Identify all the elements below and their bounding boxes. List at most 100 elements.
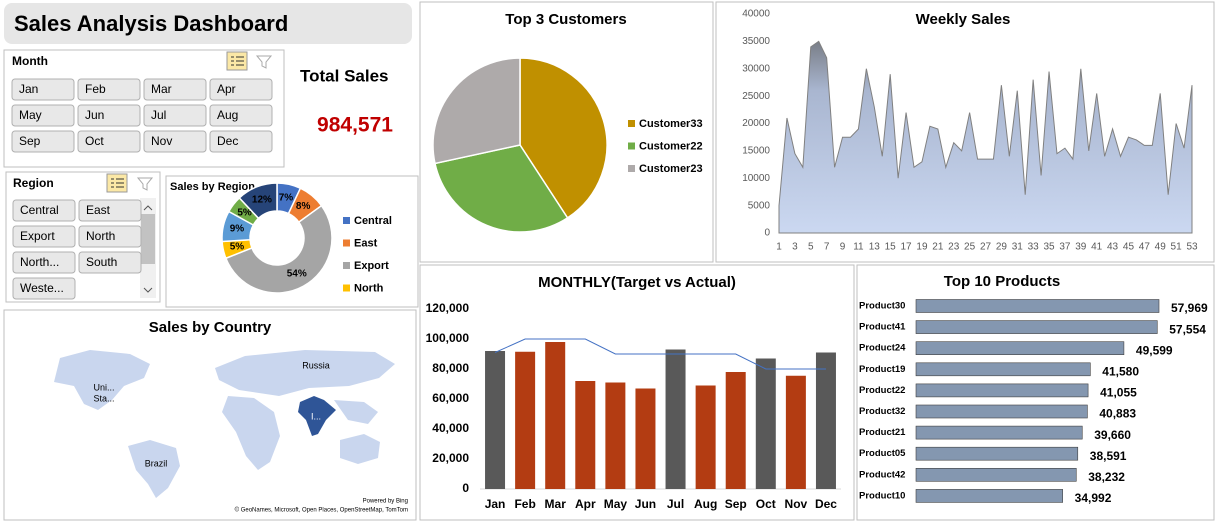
data-label: 57,554	[1169, 322, 1206, 336]
slicer-item[interactable]: Nov	[151, 134, 172, 148]
legend-label: Customer23	[639, 163, 703, 175]
dashboard-title: Sales Analysis Dashboard	[14, 11, 288, 36]
y-tick-label: 60,000	[432, 391, 469, 405]
y-tick-label: 5000	[748, 200, 771, 211]
data-label: 5%	[230, 242, 245, 253]
slicer-button[interactable]	[11, 104, 75, 127]
x-tick-label: 45	[1123, 242, 1135, 253]
x-tick-label: Feb	[514, 497, 535, 511]
slicer-button[interactable]	[11, 130, 75, 153]
map-label: I...	[311, 411, 321, 421]
data-label: 57,969	[1171, 301, 1208, 315]
slice	[238, 182, 278, 220]
slice	[224, 204, 333, 294]
slicer-item[interactable]: Sep	[19, 134, 41, 148]
slice	[434, 144, 569, 233]
category-label: Product30	[859, 301, 905, 312]
x-tick-label: 19	[916, 242, 928, 253]
data-label: 8%	[296, 201, 311, 212]
x-tick-label: 13	[869, 242, 881, 253]
bar	[755, 358, 776, 489]
bar	[915, 489, 1063, 503]
x-tick-label: 31	[1012, 242, 1024, 253]
slicer-button[interactable]	[12, 225, 76, 248]
clear-filter-icon[interactable]	[255, 55, 273, 69]
slicer-button[interactable]	[143, 130, 207, 153]
slicer-item[interactable]: Jul	[151, 108, 166, 122]
slicer-button[interactable]	[78, 251, 142, 274]
slicer-item[interactable]: Apr	[217, 82, 236, 96]
category-label: Product19	[859, 364, 905, 375]
y-tick-label: 10000	[742, 173, 770, 184]
data-label: 34,992	[1075, 491, 1112, 505]
map-credit: © GeoNames, Microsoft, Open Places, Open…	[235, 507, 408, 514]
data-label: 7%	[279, 193, 294, 204]
x-tick-label: 7	[824, 242, 830, 253]
x-tick-label: Jul	[667, 497, 684, 511]
slicer-button[interactable]	[11, 78, 75, 101]
slicer-button[interactable]	[12, 251, 76, 274]
slicer-item[interactable]: Oct	[85, 134, 104, 148]
slicer-title: Month	[12, 54, 48, 68]
slicer-item[interactable]: South	[86, 255, 117, 269]
slicer-item[interactable]: North...	[20, 255, 59, 269]
slicer-button[interactable]	[77, 130, 141, 153]
x-tick-label: Nov	[785, 497, 808, 511]
y-tick-label: 35000	[742, 36, 770, 47]
scroll-thumb[interactable]	[141, 214, 155, 264]
category-label: Product32	[859, 406, 905, 417]
slicer-item[interactable]: East	[86, 203, 111, 217]
data-label: 40,883	[1099, 407, 1136, 421]
map-title: Sales by Country	[149, 319, 272, 336]
bar	[485, 351, 506, 489]
slicer-item[interactable]: Export	[20, 229, 55, 243]
kpi-label: Total Sales	[300, 66, 389, 85]
slicer-button[interactable]	[209, 78, 273, 101]
category-label: Product10	[859, 490, 905, 501]
x-tick-label: 39	[1075, 242, 1087, 253]
slicer-button[interactable]	[143, 104, 207, 127]
slicer-item[interactable]: Dec	[217, 134, 238, 148]
x-tick-label: Dec	[815, 497, 837, 511]
slicer-button[interactable]	[209, 130, 273, 153]
x-tick-label: 23	[948, 242, 960, 253]
slicer-button[interactable]	[77, 78, 141, 101]
slicer-item[interactable]: Jun	[85, 108, 104, 122]
x-tick-label: 15	[885, 242, 897, 253]
x-tick-label: 25	[964, 242, 976, 253]
slicer-button[interactable]	[77, 104, 141, 127]
x-tick-label: 11	[853, 242, 864, 253]
y-tick-label: 15000	[742, 146, 770, 157]
x-tick-label: Jun	[635, 497, 656, 511]
x-tick-label: 37	[1059, 242, 1071, 253]
slicer-item[interactable]: Aug	[217, 108, 238, 122]
category-label: Product24	[859, 343, 906, 354]
slicer-item[interactable]: May	[19, 108, 42, 122]
slicer-button[interactable]	[12, 277, 76, 300]
slicer-item[interactable]: North	[86, 229, 115, 243]
slicer-item[interactable]: Mar	[151, 82, 172, 96]
slicer-button[interactable]	[78, 199, 142, 222]
slicer-item[interactable]: Central	[20, 203, 59, 217]
x-tick-label: 53	[1186, 242, 1198, 253]
y-tick-label: 80,000	[432, 361, 469, 375]
slicer-button[interactable]	[209, 104, 273, 127]
data-label: 41,580	[1102, 364, 1139, 378]
slicer-item[interactable]: Jan	[19, 82, 38, 96]
y-tick-label: 25000	[742, 91, 770, 102]
bar	[605, 382, 626, 489]
slicer-button[interactable]	[143, 78, 207, 101]
y-tick-label: 0	[462, 481, 469, 495]
slicer-button[interactable]	[12, 199, 76, 222]
bar	[725, 372, 746, 489]
title-box	[4, 3, 412, 44]
slicer-item[interactable]: Feb	[85, 82, 106, 96]
data-label: 41,055	[1100, 386, 1137, 400]
bar	[545, 342, 566, 489]
legend-swatch	[628, 142, 635, 150]
slicer-button[interactable]	[78, 225, 142, 248]
slicer-item[interactable]: Weste...	[20, 281, 64, 295]
clear-filter-icon[interactable]	[136, 177, 154, 191]
x-tick-label: 41	[1091, 242, 1103, 253]
scroll-arrows[interactable]	[143, 205, 153, 293]
